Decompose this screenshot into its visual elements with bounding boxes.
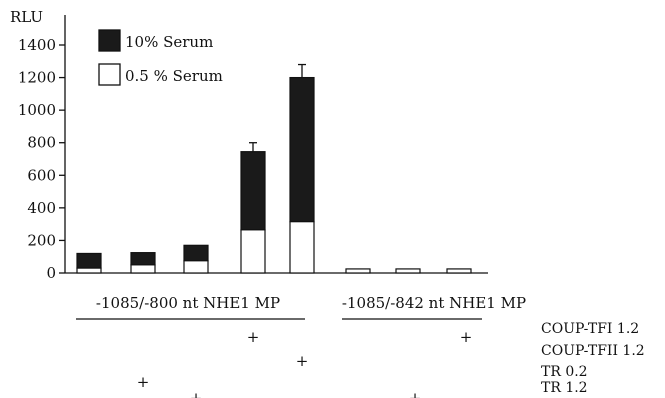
bar-10pct-serum: [130, 252, 156, 266]
plus-mark: +: [296, 352, 309, 370]
plus-mark: +: [247, 328, 260, 346]
factor-label: TR 0.2: [541, 364, 588, 380]
bar-0-5pct-serum: [446, 268, 472, 274]
plus-mark: +: [190, 389, 203, 398]
axes: 0 200 400 600 800 1000 1200 1400: [18, 15, 488, 282]
bar-10pct-serum: [76, 252, 102, 269]
bars: [76, 63, 472, 274]
y-tick-label: 200: [27, 231, 56, 249]
group-label: -1085/-842 nt NHE1 MP: [342, 294, 526, 312]
bar-0-5pct-serum: [395, 268, 421, 274]
group-label: -1085/-800 nt NHE1 MP: [96, 294, 280, 312]
legend-label: 0.5 % Serum: [125, 67, 223, 85]
legend-swatch: [98, 63, 121, 86]
bar-0-5pct-serum: [183, 260, 209, 274]
legend-label: 10% Serum: [125, 33, 213, 51]
y-tick-label: 400: [27, 199, 56, 217]
y-axis-label: RLU: [10, 8, 43, 26]
factor-label: COUP-TFI 1.2: [541, 321, 639, 337]
legend-swatch: [98, 29, 121, 52]
bar-0-5pct-serum: [240, 229, 266, 274]
y-tick-label: 1400: [18, 36, 56, 54]
bar-0-5pct-serum: [289, 221, 315, 274]
plus-mark: +: [137, 373, 150, 391]
y-tick-label: 0: [46, 264, 56, 282]
factor-label: TR 1.2: [541, 380, 588, 396]
bar-0-5pct-serum: [130, 264, 156, 274]
legend: 10% Serum 0.5 % Serum: [98, 29, 223, 86]
plus-mark: +: [409, 389, 422, 398]
bar-0-5pct-serum: [76, 267, 102, 274]
y-tick-label: 800: [27, 134, 56, 152]
y-tick-label: 1200: [18, 69, 56, 87]
group-labels: -1085/-800 nt NHE1 MP -1085/-842 nt NHE1 …: [76, 294, 526, 320]
y-tick-label: 1000: [18, 101, 56, 119]
bar-10pct-serum: [240, 151, 266, 231]
y-tick-label: 600: [27, 166, 56, 184]
plus-mark: +: [460, 328, 473, 346]
bar-0-5pct-serum: [345, 268, 371, 274]
bar-10pct-serum: [183, 244, 209, 262]
factor-rows: COUP-TFI 1.2 + + COUP-TFII 1.2 + TR 0.2 + TR 1.…: [137, 321, 645, 398]
bar-10pct-serum: [289, 76, 315, 223]
factor-label: COUP-TFII 1.2: [541, 343, 645, 359]
